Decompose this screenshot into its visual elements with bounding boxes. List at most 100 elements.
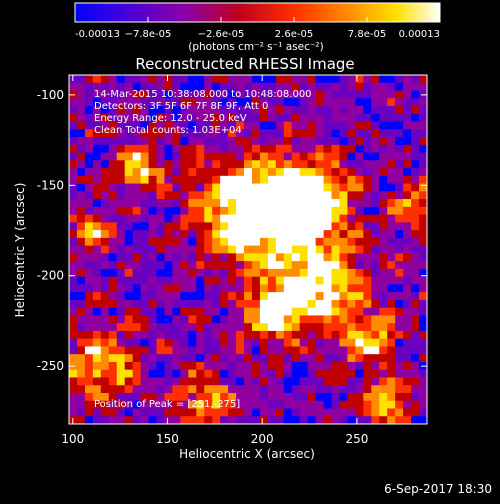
heatmap-cell <box>403 400 412 410</box>
heatmap-cell <box>379 199 388 208</box>
y-tick-label: -150 <box>37 178 64 192</box>
heatmap-cell <box>228 416 237 424</box>
heatmap-cell <box>108 152 118 161</box>
heatmap-cell <box>244 183 253 192</box>
heatmap-cell <box>228 408 237 417</box>
heatmap-cell <box>204 129 213 138</box>
heatmap-cell <box>76 237 86 247</box>
heatmap-cell <box>164 330 174 340</box>
heatmap-cell <box>100 400 110 410</box>
heatmap-cell <box>244 315 253 324</box>
heatmap-cell <box>244 346 253 355</box>
heatmap-cell <box>379 354 388 363</box>
heatmap-cell <box>196 214 205 223</box>
heatmap-cell <box>180 315 189 324</box>
heatmap-cell <box>228 268 237 278</box>
heatmap-cell <box>124 377 134 386</box>
heatmap-cell <box>339 284 349 293</box>
heatmap-cell <box>403 175 412 185</box>
heatmap-cell <box>172 377 181 386</box>
heatmap-cell <box>180 408 189 417</box>
heatmap-cell <box>124 385 134 394</box>
heatmap-cell <box>108 284 118 293</box>
heatmap-cell <box>331 183 341 192</box>
heatmap-cell <box>379 90 388 99</box>
heatmap-cell <box>228 206 237 216</box>
heatmap-cell <box>275 253 285 262</box>
heatmap-cell <box>251 113 261 123</box>
heatmap-cell <box>323 75 333 84</box>
heatmap-cell <box>69 175 78 185</box>
heatmap-cell <box>291 299 301 309</box>
heatmap-cell <box>132 245 142 254</box>
heatmap-cell <box>204 121 213 130</box>
heatmap-cell <box>172 82 181 92</box>
heatmap-cell <box>196 230 205 239</box>
heatmap-cell <box>212 330 221 340</box>
heatmap-cell <box>236 137 245 146</box>
heatmap-cell <box>291 191 301 200</box>
heatmap-cell <box>132 121 142 130</box>
heatmap-cell <box>267 323 277 332</box>
heatmap-cell <box>299 284 309 293</box>
heatmap-cell <box>124 253 134 262</box>
heatmap-cell <box>403 168 412 177</box>
heatmap-cell <box>220 144 229 154</box>
heatmap-cell <box>76 284 86 293</box>
heatmap-cell <box>275 354 285 363</box>
heatmap-cell <box>355 230 364 239</box>
heatmap-cell <box>307 214 317 223</box>
heatmap-cell <box>363 284 372 293</box>
heatmap-cell <box>411 237 420 247</box>
heatmap-cell <box>283 261 293 270</box>
heatmap-cell <box>259 346 269 355</box>
heatmap-cell <box>355 137 364 146</box>
heatmap-cell <box>371 392 380 402</box>
heatmap-cell <box>204 75 213 84</box>
heatmap-cell <box>395 408 404 417</box>
heatmap-cell <box>244 222 253 231</box>
heatmap-cell <box>363 121 372 130</box>
heatmap-cell <box>259 354 269 363</box>
heatmap-cell <box>76 175 86 185</box>
heatmap-cell <box>267 338 277 348</box>
heatmap-cell <box>108 230 118 239</box>
heatmap-cell <box>84 299 94 309</box>
heatmap-cell <box>251 144 261 154</box>
heatmap-cell <box>188 106 197 115</box>
heatmap-cell <box>180 284 189 293</box>
heatmap-cell <box>236 385 245 394</box>
heatmap-cell <box>395 82 404 92</box>
heatmap-cell <box>363 237 372 247</box>
heatmap-cell <box>108 385 118 394</box>
heatmap-cell <box>196 82 205 92</box>
heatmap-cell <box>220 245 229 254</box>
heatmap-cell <box>140 261 150 270</box>
heatmap-cell <box>283 82 293 92</box>
heatmap-cell <box>347 261 356 270</box>
heatmap-cell <box>315 268 325 278</box>
heatmap-cell <box>228 377 237 386</box>
heatmap-cell <box>236 144 245 154</box>
heatmap-cell <box>403 82 412 92</box>
heatmap-cell <box>148 299 158 309</box>
heatmap-cell <box>267 330 277 340</box>
heatmap-cell <box>355 284 364 293</box>
heatmap-cell <box>100 113 110 123</box>
heatmap-cell <box>323 416 333 424</box>
heatmap-cell <box>411 175 420 185</box>
heatmap-cell <box>347 299 356 309</box>
heatmap-cell <box>196 323 205 332</box>
heatmap-cell <box>100 361 110 371</box>
heatmap-cell <box>220 385 229 394</box>
heatmap-cell <box>180 245 189 254</box>
heatmap-cell <box>283 292 293 301</box>
heatmap-cell <box>363 253 372 262</box>
heatmap-cell <box>307 82 317 92</box>
heatmap-cell <box>291 98 301 107</box>
heatmap-cell <box>212 354 221 363</box>
heatmap-cell <box>204 113 213 123</box>
heatmap-cell <box>236 106 245 115</box>
heatmap-cell <box>92 106 102 115</box>
heatmap-cell <box>116 315 126 324</box>
